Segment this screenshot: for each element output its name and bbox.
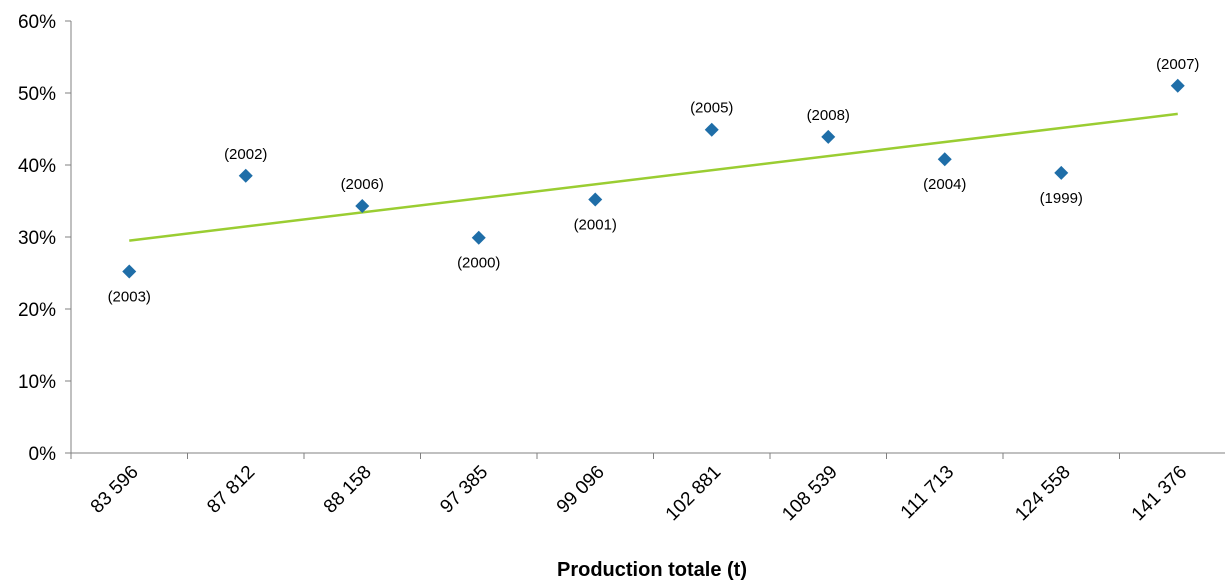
data-point-label: (2000) (457, 255, 500, 272)
data-point (1054, 165, 1069, 180)
y-tick-label: 0% (29, 444, 57, 465)
data-point (588, 192, 603, 207)
data-point-label: (2008) (807, 107, 850, 124)
data-point (471, 230, 486, 245)
y-tick-label: 20% (18, 300, 56, 321)
data-point-labels: (2003) (2002) (2006) (2000) (2001) (2005) (200… (108, 56, 1200, 306)
x-tick-label: 97 385 (436, 462, 492, 518)
data-point-label: (2005) (690, 100, 733, 117)
x-axis-ticks: 83 596 87 812 88 158 97 385 99 096 102 881 108… (70, 453, 1191, 525)
data-point (1170, 78, 1185, 93)
y-axis-ticks: 0% 10% 20% 30% 40% 50% 60% (18, 12, 71, 465)
y-tick-label: 30% (18, 228, 56, 249)
data-point-label: (2003) (108, 289, 151, 306)
data-point-label: (2001) (574, 217, 617, 234)
x-tick-label: 124 558 (1011, 462, 1074, 525)
data-point-label: (2004) (923, 176, 966, 193)
y-tick-label: 10% (18, 372, 56, 393)
data-point-label: (2006) (341, 176, 384, 193)
data-point-label: (2007) (1156, 56, 1199, 73)
x-axis-title: Production totale (t) (557, 559, 747, 581)
trendline (129, 112, 1178, 242)
x-tick-label: 99 096 (553, 462, 609, 518)
x-tick-label: 141 376 (1128, 462, 1191, 525)
x-tick-label: 111 713 (897, 462, 958, 523)
y-tick-label: 60% (18, 12, 56, 33)
x-tick-label: 88 158 (320, 462, 376, 518)
x-tick-label: 108 539 (778, 462, 841, 525)
data-point (704, 122, 719, 137)
x-tick-label: 87 812 (203, 462, 259, 518)
data-point-label: (2002) (224, 146, 267, 163)
trendline-group (129, 112, 1178, 242)
data-point (122, 264, 137, 279)
data-point-label: (1999) (1040, 190, 1083, 207)
data-points (122, 78, 1185, 279)
data-point (238, 168, 253, 183)
data-point (937, 152, 952, 167)
data-point (821, 129, 836, 144)
y-tick-label: 40% (18, 156, 56, 177)
x-tick-label: 102 881 (662, 462, 725, 525)
y-tick-label: 50% (18, 84, 56, 105)
x-tick-label: 83 596 (87, 462, 143, 518)
data-point (355, 199, 370, 214)
